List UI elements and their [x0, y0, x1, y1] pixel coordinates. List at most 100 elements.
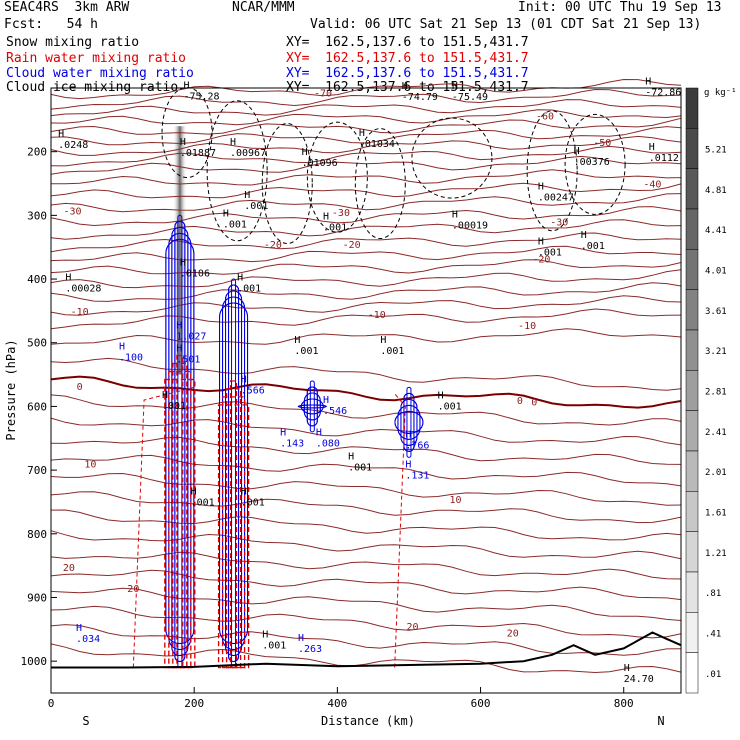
high-value: .00376	[574, 157, 610, 168]
high-value: -75.49	[452, 92, 488, 103]
colorbar-swatch	[685, 491, 699, 532]
cloud-ice-contour	[526, 110, 578, 232]
high-value: .00028	[65, 284, 101, 295]
cloud-ice-contour	[411, 117, 493, 199]
high-marker: H	[402, 81, 408, 92]
colorbar-unit: g kg⁻¹	[704, 88, 737, 98]
high-value: .01887	[180, 148, 216, 159]
field-label-rain: Rain water mixing ratio	[6, 51, 187, 66]
colorbar-swatch	[685, 208, 699, 250]
org-label: NCAR/MMM	[232, 0, 295, 15]
high-value: .001	[348, 463, 372, 474]
high-marker: H	[180, 257, 186, 268]
high-value: 24.70	[624, 674, 654, 685]
isotherm-label: -40	[643, 180, 661, 191]
colorbar-swatch	[685, 289, 699, 331]
cloud-water-contour	[231, 278, 237, 669]
right-endpoint-label: N	[657, 714, 664, 728]
high-value: .001	[380, 346, 404, 357]
forecast-hour: Fcst: 54 h	[4, 17, 98, 32]
high-marker: H	[405, 459, 411, 470]
cloud-water-contour	[406, 386, 412, 458]
isotherm-line	[50, 605, 682, 639]
colorbar-label: 1.61	[705, 509, 727, 519]
x-tick-label: 200	[184, 697, 204, 710]
isotherm-line	[50, 328, 682, 345]
cloud-ice-contour	[261, 123, 313, 245]
isotherm-label: 0	[77, 382, 83, 393]
high-marker: H	[452, 81, 458, 92]
high-marker: H	[65, 273, 71, 284]
snow-shading	[172, 126, 187, 375]
isotherm-label: -10	[368, 310, 386, 321]
colorbar-label: 4.01	[705, 267, 727, 277]
colorbar-swatch	[685, 571, 699, 613]
isotherm-line	[50, 509, 682, 541]
terrain-line	[51, 631, 682, 669]
field-label-snow: Snow mixing ratio	[6, 35, 140, 50]
y-tick-label: 1000	[21, 655, 48, 668]
colorbar-swatch	[685, 370, 699, 411]
isotherm-line	[50, 135, 682, 156]
colorbar-label: 2.41	[705, 428, 727, 438]
cloud-water-contour	[171, 226, 189, 657]
high-value: .546	[323, 406, 347, 417]
cloud-water-contour	[303, 392, 321, 421]
high-marker: H	[191, 487, 197, 498]
high-marker: H	[649, 142, 655, 153]
isotherm-line	[50, 232, 682, 253]
rain-contour	[172, 362, 188, 669]
colorbar-label: 1.21	[705, 549, 727, 559]
high-marker: H	[294, 335, 300, 346]
isotherm-line	[50, 491, 682, 524]
isotherm-line	[50, 472, 682, 506]
x-tick-label: 400	[327, 697, 347, 710]
high-marker: H	[76, 623, 82, 634]
isotherm-line	[50, 219, 682, 240]
cloud-ice-contour	[306, 121, 368, 233]
model-title: SEAC4RS 3km ARW	[4, 0, 130, 15]
high-value: .080	[316, 438, 340, 449]
high-value: .00247	[538, 193, 574, 204]
colorbar-label: 4.81	[705, 186, 727, 196]
isotherm-label: -20	[264, 240, 282, 251]
high-value: 1.027	[176, 331, 206, 342]
high-value: .001	[241, 498, 265, 509]
colorbar-swatch	[685, 87, 699, 129]
high-marker: H	[223, 208, 229, 219]
high-value: -75.28	[183, 91, 219, 102]
high-marker: H	[452, 210, 458, 221]
isotherm-label: -20	[343, 240, 361, 251]
isotherm-line	[50, 587, 682, 621]
high-marker: H	[241, 375, 247, 386]
high-value: .001	[237, 284, 261, 295]
high-value: -74.79	[402, 92, 438, 103]
isotherm-line	[50, 88, 682, 110]
cloud-water-contour	[219, 302, 249, 645]
rain-envelope	[394, 393, 406, 668]
high-value: .0112	[649, 153, 679, 164]
isotherm-line	[50, 551, 682, 580]
high-value: .034	[76, 634, 100, 645]
y-tick-label: 900	[27, 591, 47, 604]
y-tick-label: 600	[27, 400, 47, 413]
init-time: Init: 00 UTC Thu 19 Sep 13	[518, 0, 722, 15]
high-marker: H	[323, 212, 329, 223]
high-value: .766	[405, 440, 429, 451]
x-tick-label: 800	[614, 697, 634, 710]
high-marker: H	[230, 137, 236, 148]
isotherm-line	[50, 193, 682, 213]
colorbar-swatch	[685, 329, 699, 371]
isotherm-line	[50, 295, 682, 316]
high-value: .001	[191, 498, 215, 509]
isotherm-label: 10	[84, 460, 96, 471]
isotherm-label: 20	[407, 622, 419, 633]
isotherm-label: -30	[550, 218, 568, 229]
high-marker: H	[183, 80, 189, 91]
isotherm-label: -30	[63, 206, 81, 217]
isotherm-line	[50, 99, 682, 117]
high-value: .143	[280, 438, 304, 449]
x-tick-label: 600	[471, 697, 491, 710]
colorbar-swatch	[685, 531, 699, 573]
